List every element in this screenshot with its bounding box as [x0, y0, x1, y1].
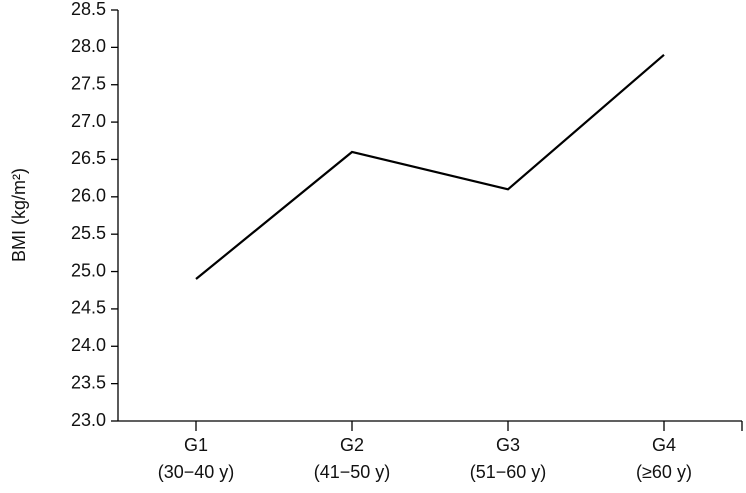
y-tick-label: 25.0 — [71, 260, 106, 280]
y-tick-label: 28.0 — [71, 36, 106, 56]
y-axis-label: BMI (kg/m²) — [9, 168, 29, 262]
y-tick-label: 28.5 — [71, 0, 106, 19]
y-tick-label: 26.0 — [71, 186, 106, 206]
x-tick-sublabel: (51−60 y) — [470, 462, 547, 482]
y-tick-label: 26.5 — [71, 148, 106, 168]
x-tick-label: G4 — [652, 435, 676, 455]
x-tick-sublabel: (≥60 y) — [636, 462, 692, 482]
line — [195, 54, 665, 280]
y-tick-label: 23.5 — [71, 372, 106, 392]
y-tick-label: 25.5 — [71, 223, 106, 243]
x-tick-label: G2 — [340, 435, 364, 455]
x-tick-label: G1 — [184, 435, 208, 455]
x-tick-label: G3 — [496, 435, 520, 455]
y-tick-label: 27.5 — [71, 73, 106, 93]
x-tick-sublabel: (41−50 y) — [314, 462, 391, 482]
x-tick-sublabel: (30−40 y) — [158, 462, 235, 482]
y-tick-label: 24.5 — [71, 298, 106, 318]
y-tick-label: 23.0 — [71, 410, 106, 430]
y-tick-label: 27.0 — [71, 111, 106, 131]
y-tick-label: 24.0 — [71, 335, 106, 355]
